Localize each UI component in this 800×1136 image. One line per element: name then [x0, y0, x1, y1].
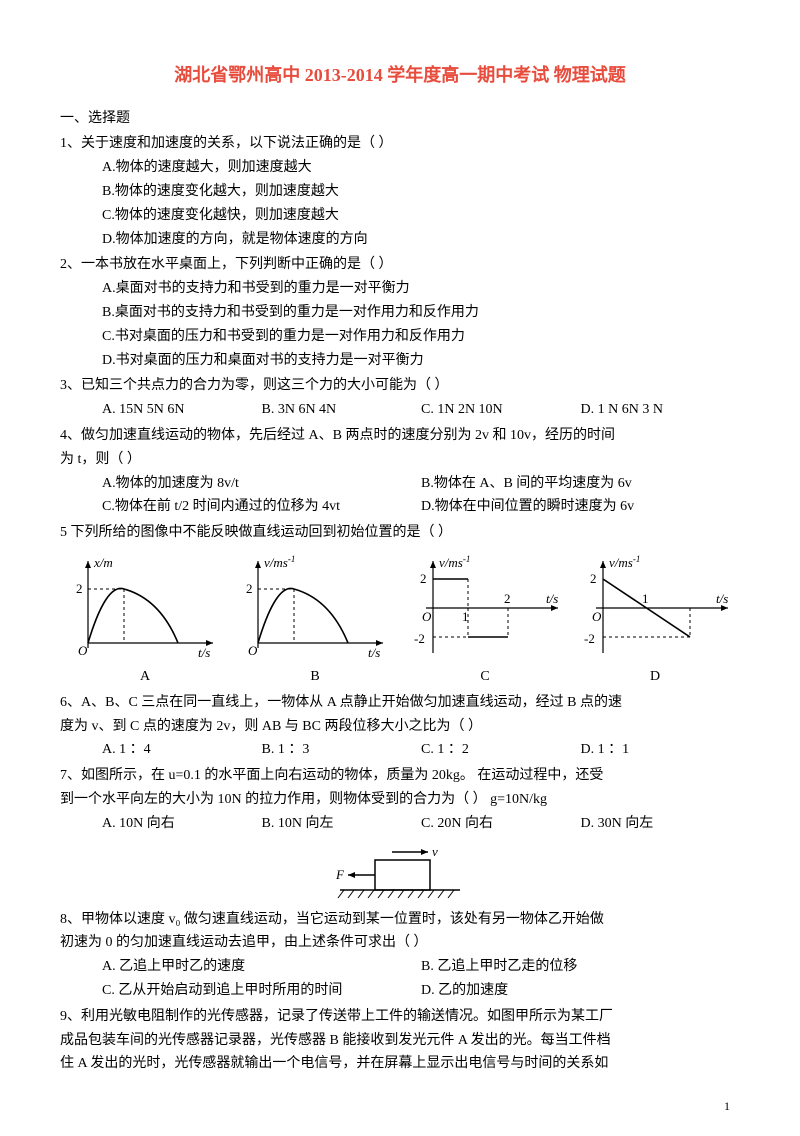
q7-stem2: 到一个水平向左的大小为 10N 的拉力作用，则物体受到的合力为（ ） g=10N…	[60, 788, 740, 812]
q4-opt-b: B.物体在 A、B 间的平均速度为 6v	[421, 472, 740, 496]
axis-tlabel: t/s	[716, 591, 728, 606]
page-title: 湖北省鄂州高中 2013-2014 学年度高一期中考试 物理试题	[60, 60, 740, 91]
q7-opt-a: A. 10N 向右	[102, 812, 262, 836]
q7-stem1: 7、如图所示，在 u=0.1 的水平面上向右运动的物体，质量为 20kg。 在运…	[60, 764, 740, 788]
q5-label-c: C	[408, 665, 563, 689]
q5-charts: x/m t/s 2 O v/ms-1 t/s 2 O v/ms-1 t/s 2 …	[60, 553, 740, 663]
axis-tlabel: t/s	[546, 591, 558, 606]
q3-opt-d: D. 1 N 6N 3 N	[581, 398, 741, 422]
page-number: 1	[60, 1096, 740, 1116]
q3-stem: 3、已知三个共点力的合力为零，则这三个力的大小可能为（ ）	[60, 374, 740, 398]
q7-opt-b: B. 10N 向左	[262, 812, 422, 836]
q3-opt-b: B. 3N 6N 4N	[262, 398, 422, 422]
axis-ytick: 2	[76, 581, 83, 596]
q2-opt-c: C.书对桌面的压力和书受到的重力是一对作用力和反作用力	[102, 325, 740, 349]
q7-options: A. 10N 向右 B. 10N 向左 C. 20N 向右 D. 30N 向左	[60, 812, 740, 836]
axis-t1: 1	[642, 591, 649, 606]
q2-stem: 2、一本书放在水平桌面上，下列判断中正确的是（ ）	[60, 253, 740, 277]
axis-tlabel: t/s	[368, 645, 380, 660]
section-heading: 一、选择题	[60, 107, 740, 131]
q8-opt-c: C. 乙从开始启动到追上甲时所用的时间	[102, 979, 421, 1003]
axis-ytick-neg: -2	[414, 631, 425, 646]
q6-options: A. 1 ：4 B. 1 ：3 C. 1 ：2 D. 1 ：1	[60, 738, 740, 762]
axis-ytick-neg: -2	[584, 631, 595, 646]
q5-stem: 5 下列所给的图像中不能反映做直线运动回到初始位置的是（ ）	[60, 521, 740, 545]
axis-origin: O	[422, 609, 432, 624]
q7-opt-d: D. 30N 向左	[581, 812, 741, 836]
q3-opt-c: C. 1N 2N 10N	[421, 398, 581, 422]
q5-chart-b: v/ms-1 t/s 2 O	[238, 553, 393, 663]
q6-stem1: 6、A、B、C 三点在同一直线上，一物体从 A 点静止开始做匀加速直线运动，经过…	[60, 691, 740, 715]
q4-stem2: 为 t，则（ ）	[60, 448, 740, 472]
q5-label-b: B	[238, 665, 393, 689]
axis-origin: O	[592, 609, 602, 624]
q8-opt-d: D. 乙的加速度	[421, 979, 740, 1003]
q6-opt-c: C. 1 ：2	[421, 738, 581, 762]
q1-opt-d: D.物体加速度的方向，就是物体速度的方向	[102, 228, 740, 252]
q6-opt-b: B. 1 ：3	[262, 738, 422, 762]
axis-t2: 2	[504, 591, 511, 606]
q4-opt-a: A.物体的加速度为 8v/t	[102, 472, 421, 496]
q5-chart-a: x/m t/s 2 O	[68, 553, 223, 663]
q8-opt-a: A. 乙追上甲时乙的速度	[102, 955, 421, 979]
axis-ylabel: v/ms-1	[439, 554, 470, 570]
axis-origin: O	[248, 643, 258, 658]
q1-opt-c: C.物体的速度变化越快，则加速度越大	[102, 204, 740, 228]
axis-ytick-pos: 2	[420, 571, 427, 586]
axis-tlabel: t/s	[198, 645, 210, 660]
q1-opt-b: B.物体的速度变化越大，则加速度越大	[102, 180, 740, 204]
q8-stem2: 初速为 0 的匀加速直线运动去追甲，由上述条件可求出（ ）	[60, 931, 740, 955]
q1-stem: 1、关于速度和加速度的关系，以下说法正确的是（ ）	[60, 132, 740, 156]
q2-opt-a: A.桌面对书的支持力和书受到的重力是一对平衡力	[102, 277, 740, 301]
q6-stem2: 度为 v、到 C 点的速度为 2v，则 AB 与 BC 两段位移大小之比为（ ）	[60, 715, 740, 739]
q7-opt-c: C. 20N 向右	[421, 812, 581, 836]
q5-chart-c: v/ms-1 t/s 2 -2 1 2 O	[408, 553, 563, 663]
q9-l1: 9、利用光敏电阻制作的光传感器，记录了传送带上工件的输送情况。如图甲所示为某工厂	[60, 1005, 740, 1029]
q4-stem1: 4、做匀加速直线运动的物体，先后经过 A、B 两点时的速度分别为 2v 和 10…	[60, 424, 740, 448]
q1-opt-a: A.物体的速度越大，则加速度越大	[102, 156, 740, 180]
q7-fig-F: F	[335, 867, 345, 882]
q3-options: A. 15N 5N 6N B. 3N 6N 4N C. 1N 2N 10N D.…	[60, 398, 740, 422]
q2-opt-d: D.书对桌面的压力和桌面对书的支持力是一对平衡力	[102, 349, 740, 373]
q6-opt-d: D. 1 ：1	[581, 738, 741, 762]
q2-opt-b: B.桌面对书的支持力和书受到的重力是一对作用力和反作用力	[102, 301, 740, 325]
q5-label-a: A	[68, 665, 223, 689]
q6-opt-a: A. 1 ：4	[102, 738, 262, 762]
q8-stem1: 8、甲物体以速度 v₀ 做匀速直线运动，当它运动到某一位置时，该处有另一物体乙开…	[60, 908, 740, 932]
q9-l2: 成品包装车间的光传感器记录器，光传感器 B 能接收到发光元件 A 发出的光。每当…	[60, 1029, 740, 1053]
q8-opt-b: B. 乙追上甲时乙走的位移	[421, 955, 740, 979]
axis-ylabel: v/ms-1	[609, 554, 640, 570]
axis-ylabel: x/m	[93, 555, 113, 570]
q4-opt-d: D.物体在中间位置的瞬时速度为 6v	[421, 495, 740, 519]
q5-label-d: D	[578, 665, 733, 689]
q5-chart-labels: A B C D	[60, 665, 740, 689]
q3-opt-a: A. 15N 5N 6N	[102, 398, 262, 422]
q9-l3: 住 A 发出的光时，光传感器就输出一个电信号，并在屏幕上显示出电信号与时间的关系…	[60, 1052, 740, 1076]
axis-ylabel: v/ms-1	[264, 554, 295, 570]
q7-figure: F v	[60, 842, 740, 902]
q7-fig-v: v	[432, 844, 438, 859]
axis-ytick: 2	[246, 581, 253, 596]
q5-chart-d: v/ms-1 t/s 2 -2 1 O	[578, 553, 733, 663]
axis-ytick-pos: 2	[590, 571, 597, 586]
axis-origin: O	[78, 643, 88, 658]
q4-opt-c: C.物体在前 t/2 时间内通过的位移为 4vt	[102, 495, 421, 519]
